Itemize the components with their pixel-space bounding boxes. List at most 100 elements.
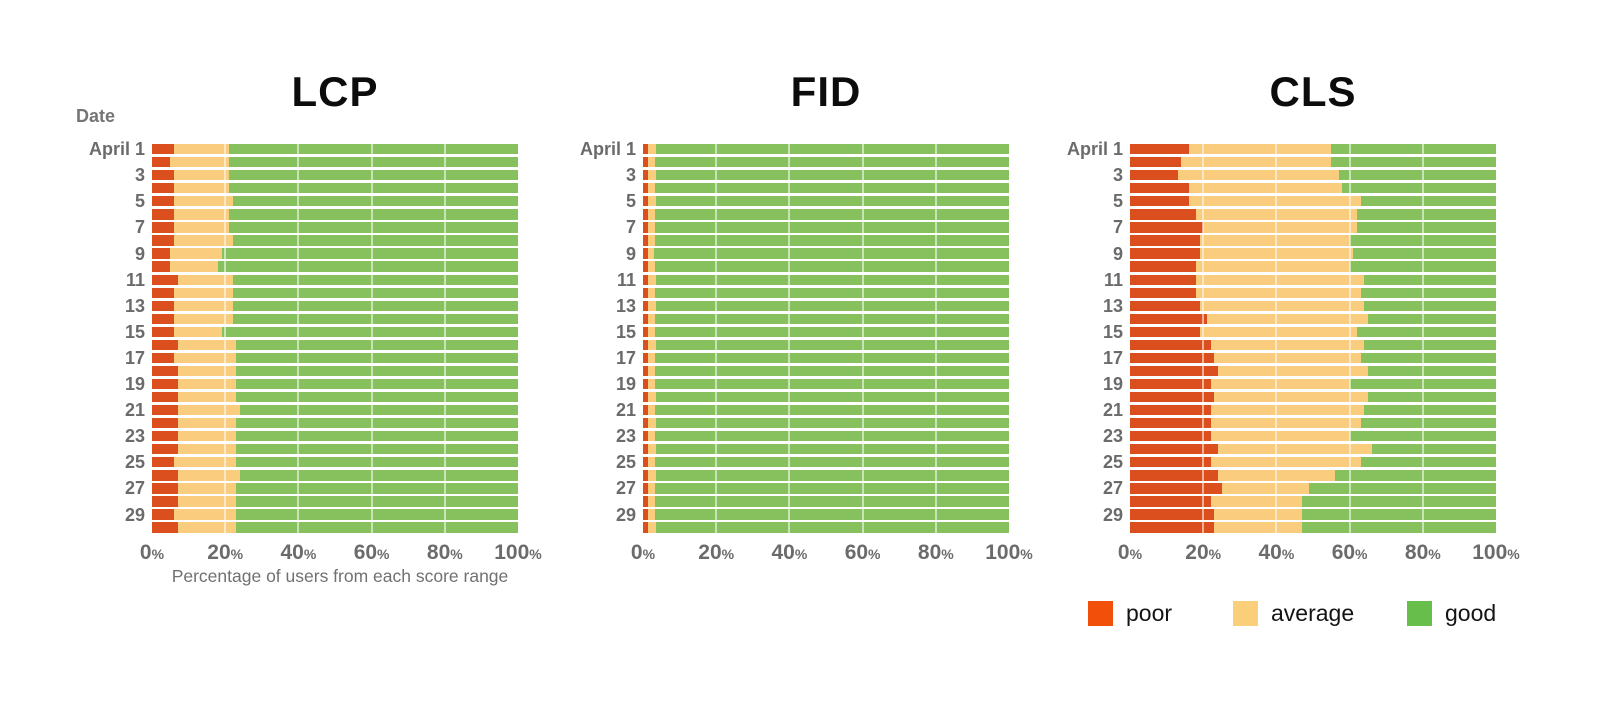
- bar-segment-good: [655, 444, 1009, 455]
- bar-segment-good: [655, 222, 1009, 233]
- bar-segment-average: [648, 509, 656, 520]
- bar-segment-good: [239, 470, 518, 481]
- y-axis-tick-label: 17: [615, 347, 636, 368]
- bar-segment-good: [655, 144, 1009, 155]
- y-axis-tick-label: 11: [616, 269, 636, 290]
- bar-segment-poor: [643, 457, 648, 468]
- x-axis-ticks: 0% 20% 40% 60% 80% 100%: [140, 541, 542, 568]
- bar-row: [1130, 183, 1496, 194]
- bar-segment-poor: [643, 144, 649, 155]
- bar-segment-good: [228, 170, 518, 181]
- bar-segment-average: [648, 391, 656, 403]
- bar-segment-good: [655, 235, 1009, 246]
- legend-label-average: average: [1271, 600, 1355, 626]
- bar-segment-poor: [152, 274, 178, 285]
- bar-segment-poor: [1130, 235, 1200, 246]
- bar-segment-average: [1203, 222, 1357, 233]
- bar-row: [643, 144, 1009, 155]
- bar-row: [152, 457, 518, 468]
- x-axis-tick-label: 60%: [353, 541, 390, 564]
- bar-row: [152, 365, 518, 377]
- bar-segment-poor: [643, 509, 649, 520]
- bar-segment-average: [177, 391, 237, 403]
- bar-row: [152, 274, 518, 285]
- bar-segment-average: [648, 183, 656, 194]
- bar-row: [1130, 405, 1496, 416]
- bar-segment-poor: [1130, 157, 1182, 168]
- bar-row: [152, 483, 518, 494]
- y-axis-title-date: Date: [76, 106, 116, 126]
- bar-segment-average: [177, 431, 237, 442]
- bar-segment-poor: [1130, 222, 1204, 233]
- bar-segment-average: [1221, 483, 1310, 494]
- bar-segment-good: [655, 287, 1009, 298]
- bar-segment-poor: [643, 274, 649, 285]
- bar-segment-good: [1367, 313, 1496, 324]
- y-axis-tick-label: 5: [625, 191, 636, 212]
- plot-area: [152, 144, 518, 536]
- bar-segment-average: [1210, 431, 1350, 442]
- bar-row: [643, 196, 1009, 207]
- bar-segment-poor: [152, 326, 174, 337]
- bar-segment-average: [177, 339, 237, 351]
- y-axis-tick-label: 27: [1102, 478, 1123, 499]
- bar-segment-average: [173, 509, 237, 520]
- legend-item-poor: poor: [1088, 601, 1172, 626]
- y-axis-tick-label: 15: [615, 321, 636, 342]
- bar-row: [152, 196, 518, 207]
- bar-segment-poor: [1130, 209, 1196, 220]
- bar-row: [152, 287, 518, 298]
- bar-segment-average: [173, 183, 229, 194]
- y-axis-tick-label: 29: [615, 504, 636, 525]
- y-axis-labels: April 1 3 5 7 9 11 13 15 17 19 21 23 25 27 29: [1018, 140, 1123, 536]
- bar-segment-poor: [643, 222, 649, 233]
- y-axis-tick-label: 9: [1112, 243, 1123, 264]
- bar-segment-good: [655, 496, 1009, 507]
- bar-row: [1130, 470, 1496, 481]
- bar-segment-poor: [643, 326, 648, 337]
- bar-segment-good: [228, 183, 518, 194]
- bar-segment-good: [655, 261, 1009, 272]
- bar-row: [1130, 378, 1496, 390]
- bar-segment-average: [177, 418, 237, 429]
- bar-row: [1130, 391, 1496, 403]
- bar-row: [643, 339, 1009, 351]
- x-axis-label: Percentage of users from each score rang…: [171, 566, 509, 586]
- bar-segment-good: [236, 483, 518, 494]
- bar-row: [152, 248, 518, 259]
- bar-row: [643, 391, 1009, 403]
- y-axis-tick-label: 7: [1112, 217, 1123, 238]
- bar-segment-good: [655, 300, 1009, 311]
- bar-row: [152, 183, 518, 194]
- y-axis-tick-label: 29: [124, 504, 145, 525]
- y-axis-tick-label: 19: [615, 374, 636, 395]
- bar-segment-poor: [152, 144, 174, 155]
- y-axis-tick-label: 17: [1102, 347, 1123, 368]
- bar-row: [1130, 431, 1496, 442]
- bar-segment-poor: [152, 522, 178, 533]
- bar-segment-average: [1210, 457, 1361, 468]
- bar-segment-good: [1360, 352, 1496, 364]
- bar-segment-good: [1364, 405, 1496, 416]
- y-axis-tick-label: 19: [1102, 374, 1123, 395]
- x-axis-tick-label: 0%: [139, 541, 165, 564]
- bar-row: [1130, 352, 1496, 364]
- y-axis-tick-label: 25: [615, 452, 636, 473]
- plot-area: [643, 144, 1009, 536]
- y-axis-tick-label: 15: [124, 321, 145, 342]
- bar-row: [152, 170, 518, 181]
- bar-segment-poor: [152, 157, 171, 168]
- bar-segment-poor: [1130, 196, 1189, 207]
- bar-segment-average: [173, 326, 222, 337]
- bar-row: [643, 378, 1009, 390]
- bar-row: [1130, 300, 1496, 311]
- y-axis-tick-label: 15: [1102, 321, 1123, 342]
- bar-row: [643, 470, 1009, 481]
- bar-segment-good: [1367, 365, 1496, 377]
- y-axis-tick-label: 27: [615, 478, 636, 499]
- bar-segment-average: [648, 378, 656, 390]
- bar-segment-good: [1360, 196, 1496, 207]
- bar-segment-average: [648, 235, 656, 246]
- bar-segment-average: [1181, 157, 1332, 168]
- bar-row: [643, 457, 1009, 468]
